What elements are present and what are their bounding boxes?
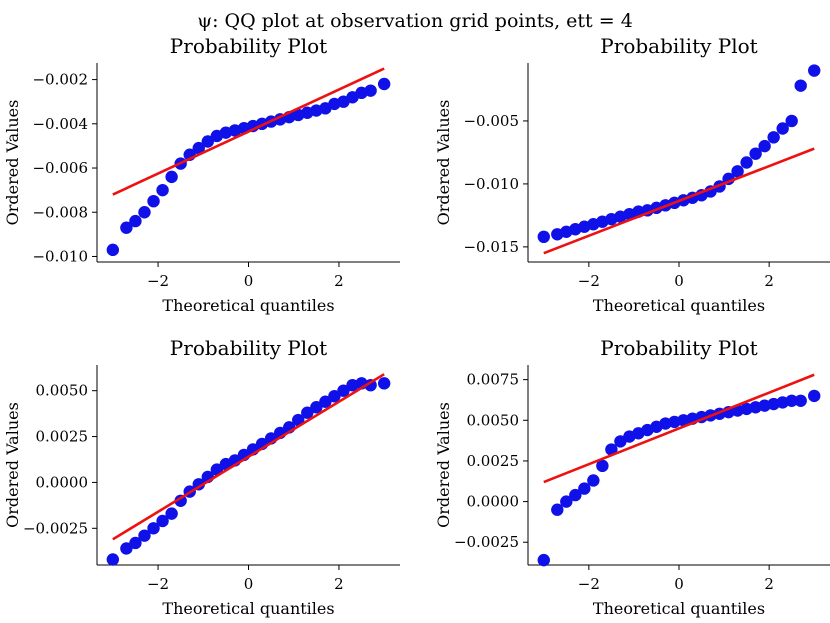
x-tick-label: 0: [674, 575, 684, 593]
data-point: [537, 230, 550, 244]
x-tick-label: −2: [147, 575, 169, 593]
y-tick-label: −0.015: [463, 238, 519, 256]
data-point: [328, 389, 341, 403]
y-tick-label: 0.0025: [36, 428, 89, 446]
data-point: [364, 378, 377, 392]
data-point: [740, 156, 753, 169]
data-point: [147, 194, 160, 208]
data-point: [138, 529, 151, 542]
fit-line: [112, 373, 385, 541]
x-tick-label: 2: [764, 272, 774, 290]
data-point: [569, 488, 582, 502]
y-tick-label: −0.0025: [23, 519, 88, 537]
data-point: [785, 114, 798, 128]
data-point: [551, 503, 564, 516]
subplot-2: Probability Plot −2 0 2 −0.005 −0.010 −0.015 Th…: [434, 34, 830, 315]
y-axis-label: Ordered Values: [3, 402, 22, 528]
data-point: [776, 122, 789, 135]
data-point: [201, 135, 214, 148]
x-axis-label: Theoretical quantiles: [593, 599, 765, 618]
data-point: [120, 542, 133, 555]
fit-line: [543, 147, 815, 255]
y-tick-label: 0.0050: [467, 411, 520, 429]
y-tick-label: −0.004: [32, 115, 88, 133]
y-tick-label: −0.008: [32, 203, 88, 221]
data-point: [106, 243, 120, 257]
x-tick-label: −2: [147, 272, 169, 290]
subplot-title: Probability Plot: [170, 336, 327, 360]
y-tick-label: 0.0025: [467, 452, 520, 470]
data-point: [377, 77, 391, 91]
data-point: [174, 494, 187, 507]
data-point: [192, 478, 205, 491]
subplot-grid: Probability Plot −2 0 2 −0.002 −0.004 −0.006 −0…: [3, 34, 830, 618]
y-tick-label: −0.005: [463, 112, 519, 130]
fit-line: [543, 373, 815, 484]
data-point: [808, 64, 821, 77]
data-point: [192, 141, 205, 155]
data-point: [758, 139, 771, 153]
y-axis-label: Ordered Values: [434, 100, 453, 226]
data-point: [120, 221, 133, 234]
data-point: [129, 536, 142, 550]
y-tick-label: 0.0000: [36, 473, 89, 491]
data-point: [785, 394, 798, 407]
data-point: [767, 131, 780, 144]
x-axis-label: Theoretical quantiles: [593, 296, 765, 315]
data-point: [731, 165, 744, 178]
y-axis-label: Ordered Values: [434, 402, 453, 528]
data-point: [310, 401, 323, 414]
data-point: [364, 84, 377, 97]
y-tick-label: 0.0050: [36, 382, 89, 400]
data-point: [156, 183, 169, 197]
data-point: [794, 79, 807, 92]
data-point: [377, 377, 391, 390]
data-point: [165, 507, 178, 520]
x-tick-label: 0: [244, 575, 254, 593]
data-point: [301, 406, 314, 419]
data-point: [106, 553, 120, 566]
subplot-4: Probability Plot −2 0 2 0.0075 0.0050 0.0025 0.…: [434, 336, 830, 618]
data-point: [337, 384, 350, 397]
y-tick-label: −0.006: [32, 159, 88, 177]
y-tick-label: −0.010: [32, 247, 88, 265]
y-tick-label: −0.0025: [454, 533, 519, 551]
subplot-3: Probability Plot −2 0 2 0.0050 0.0025 0.0000 −0…: [3, 336, 400, 618]
x-tick-label: −2: [578, 575, 600, 593]
x-tick-label: 2: [764, 575, 774, 593]
x-tick-label: 2: [334, 575, 344, 593]
data-point: [165, 170, 178, 184]
data-point: [560, 495, 573, 508]
data-point: [578, 482, 591, 495]
y-axis-label: Ordered Values: [3, 100, 22, 226]
data-point: [138, 206, 151, 219]
subplot-title: Probability Plot: [170, 34, 327, 58]
x-tick-label: 2: [334, 272, 344, 290]
data-point: [794, 394, 807, 407]
x-tick-label: −2: [578, 272, 600, 290]
y-tick-label: 0.0000: [467, 493, 520, 511]
data-point: [147, 522, 160, 535]
subplot-1: Probability Plot −2 0 2 −0.002 −0.004 −0.006 −0…: [3, 34, 400, 315]
data-point: [596, 459, 609, 473]
y-tick-label: −0.010: [463, 175, 519, 193]
data-point: [156, 514, 169, 528]
data-point: [319, 395, 332, 408]
x-axis-label: Theoretical quantiles: [162, 599, 334, 618]
data-point: [537, 553, 550, 567]
data-point: [749, 147, 762, 160]
x-tick-label: 0: [674, 272, 684, 290]
subplot-title: Probability Plot: [600, 34, 757, 58]
subplot-title: Probability Plot: [600, 336, 757, 360]
data-point: [587, 474, 600, 487]
fit-line: [112, 67, 385, 196]
y-tick-label: 0.0075: [467, 371, 520, 389]
y-tick-label: −0.002: [32, 71, 88, 89]
x-tick-label: 0: [244, 272, 254, 290]
data-point: [808, 389, 821, 403]
data-point: [129, 214, 142, 228]
figure-suptitle: ψ: QQ plot at observation grid points, e…: [197, 10, 633, 32]
x-axis-label: Theoretical quantiles: [162, 296, 334, 315]
